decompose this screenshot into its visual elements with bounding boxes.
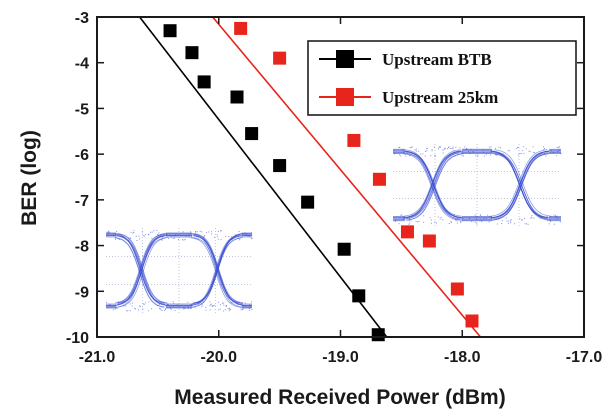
fit-line-series-0 — [138, 17, 388, 337]
marker-series-1-point-4 — [372, 172, 386, 186]
marker-series-0-point-4 — [245, 127, 259, 141]
y-tick-label-7: -10 — [66, 330, 89, 347]
plot-frame — [96, 16, 585, 338]
fit-lines — [138, 17, 482, 337]
marker-series-1-point-5 — [400, 225, 414, 239]
y-tick-label-4: -7 — [75, 193, 89, 210]
marker-series-1-point-6 — [422, 234, 436, 248]
marker-series-0-point-9 — [371, 328, 385, 342]
legend-label-25km: Upstream 25km — [382, 88, 498, 107]
axis-ticks: -21.0 -20.0 -19.0 -18.0 -17.0 -3 -4 -5 -6 -7 -8 -9 -… — [66, 10, 602, 366]
marker-series-0-point-0 — [163, 24, 177, 38]
marker-series-0-point-7 — [337, 242, 351, 256]
y-tick-label-2: -5 — [75, 101, 89, 118]
x-tick-label-1: -20.0 — [201, 349, 238, 366]
marker-series-1-point-1 — [273, 51, 287, 65]
x-tick-label-3: -18.0 — [444, 349, 481, 366]
legend: Upstream BTB Upstream 25km — [307, 40, 577, 116]
x-tick-label-2: -19.0 — [322, 349, 359, 366]
y-tick-label-5: -8 — [75, 239, 89, 256]
eye-diagram-inset-right — [393, 144, 562, 226]
x-axis-title: Measured Received Power (dBm) — [174, 386, 505, 409]
marker-series-0-point-3 — [230, 90, 244, 104]
x-tick-label-0: -21.0 — [79, 349, 116, 366]
marker-series-0-point-5 — [273, 159, 287, 173]
marker-series-1-point-8 — [465, 314, 479, 328]
y-tick-label-3: -6 — [75, 147, 89, 164]
legend-label-btb: Upstream BTB — [382, 50, 492, 69]
legend-marker-btb — [336, 50, 354, 68]
marker-series-1-point-3 — [347, 133, 361, 147]
marker-series-1-point-7 — [450, 282, 464, 296]
eye-diagram-inset-left — [106, 228, 253, 313]
fit-line-series-1 — [212, 17, 482, 337]
y-axis-title: BER (log) — [18, 130, 41, 226]
marker-series-0-point-1 — [185, 46, 199, 60]
legend-marker-25km — [336, 88, 354, 106]
y-tick-label-1: -4 — [75, 56, 89, 73]
x-tick-label-4: -17.0 — [566, 349, 603, 366]
marker-series-1-point-0 — [234, 21, 248, 35]
marker-series-0-point-2 — [197, 75, 211, 89]
marker-series-0-point-8 — [352, 289, 366, 303]
y-tick-label-0: -3 — [75, 10, 89, 27]
eye-diagram-insets — [106, 144, 562, 313]
data-markers — [163, 21, 479, 342]
y-tick-label-6: -9 — [75, 284, 89, 301]
marker-series-0-point-6 — [301, 195, 315, 209]
